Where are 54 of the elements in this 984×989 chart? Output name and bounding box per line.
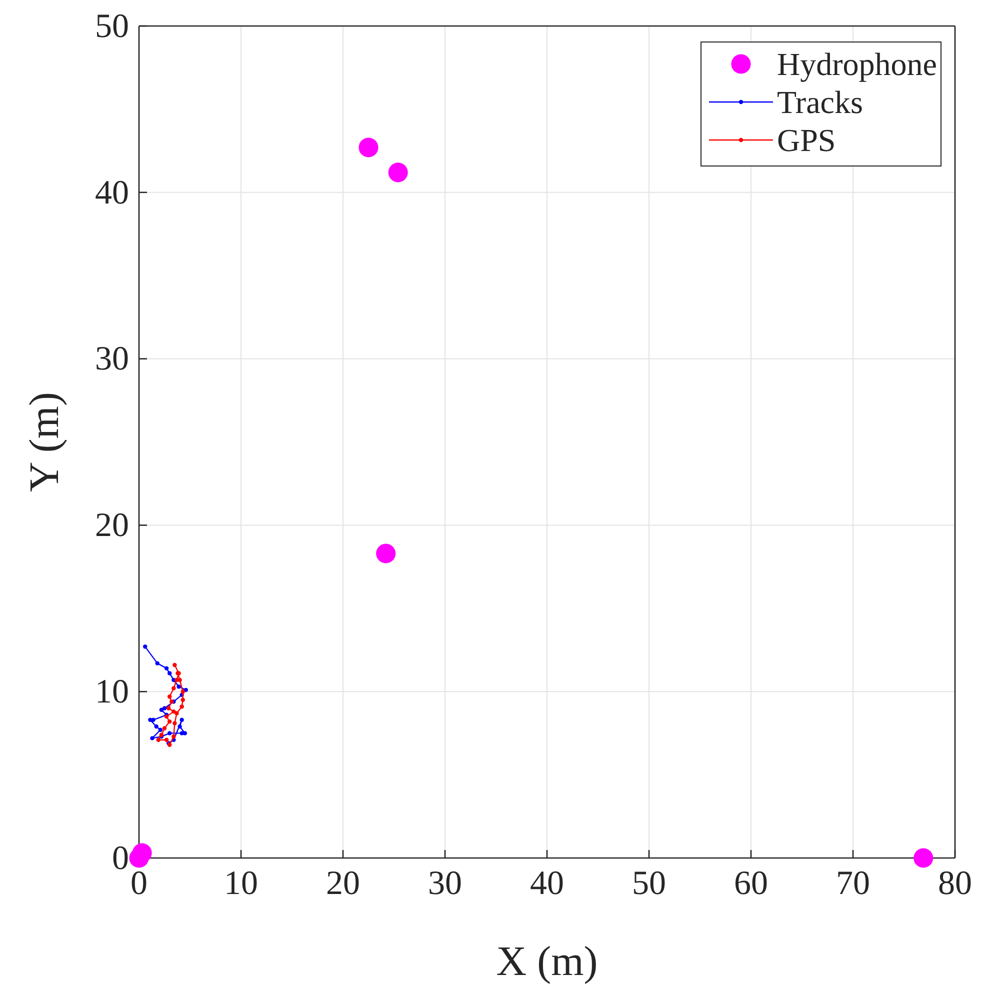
x-tick-label: 30	[428, 865, 462, 902]
x-tick-label: 70	[836, 865, 870, 902]
point	[164, 738, 169, 742]
point	[180, 704, 184, 709]
point	[162, 726, 167, 730]
point	[167, 694, 172, 699]
y-tick-label: 20	[95, 507, 129, 544]
point	[172, 721, 177, 726]
y-tick-label: 40	[95, 174, 129, 212]
point	[167, 719, 172, 724]
legend-label: Tracks	[777, 84, 863, 120]
point	[178, 724, 182, 729]
y-tick-label: 50	[95, 8, 129, 45]
point	[388, 162, 408, 182]
point	[167, 731, 172, 736]
point	[156, 738, 160, 742]
point	[172, 686, 176, 690]
x-tick-label: 80	[938, 865, 972, 902]
y-tick-label: 30	[95, 340, 129, 378]
point	[167, 671, 172, 676]
x-tick-label: 10	[224, 865, 258, 902]
point	[164, 666, 169, 670]
x-axis-title: X (m)	[496, 939, 598, 985]
point	[148, 718, 152, 722]
point	[914, 848, 934, 868]
point	[166, 706, 171, 710]
point	[180, 689, 185, 694]
x-tick-label: 60	[734, 865, 768, 902]
point	[376, 544, 396, 564]
point	[154, 724, 158, 729]
point	[143, 644, 148, 649]
point	[182, 731, 188, 736]
legend-label: Hydrophone	[777, 46, 937, 82]
point	[158, 728, 163, 732]
point	[172, 734, 176, 739]
point	[172, 662, 177, 668]
legend-label: GPS	[777, 122, 836, 158]
point	[162, 706, 167, 710]
point	[176, 684, 181, 689]
x-tick-label: 20	[326, 865, 360, 902]
point	[180, 718, 184, 722]
point	[159, 708, 164, 712]
y-tick-label: 10	[95, 673, 129, 710]
point	[178, 678, 182, 682]
y-axis-title: Y (m)	[22, 392, 68, 492]
point	[174, 711, 179, 716]
x-tick-label: 40	[530, 865, 564, 902]
x-tick-label: 50	[632, 865, 666, 902]
point	[180, 698, 185, 702]
y-tick-label: 0	[112, 840, 129, 877]
point	[358, 138, 378, 158]
point	[155, 661, 160, 666]
point	[129, 848, 149, 868]
point	[150, 736, 154, 740]
